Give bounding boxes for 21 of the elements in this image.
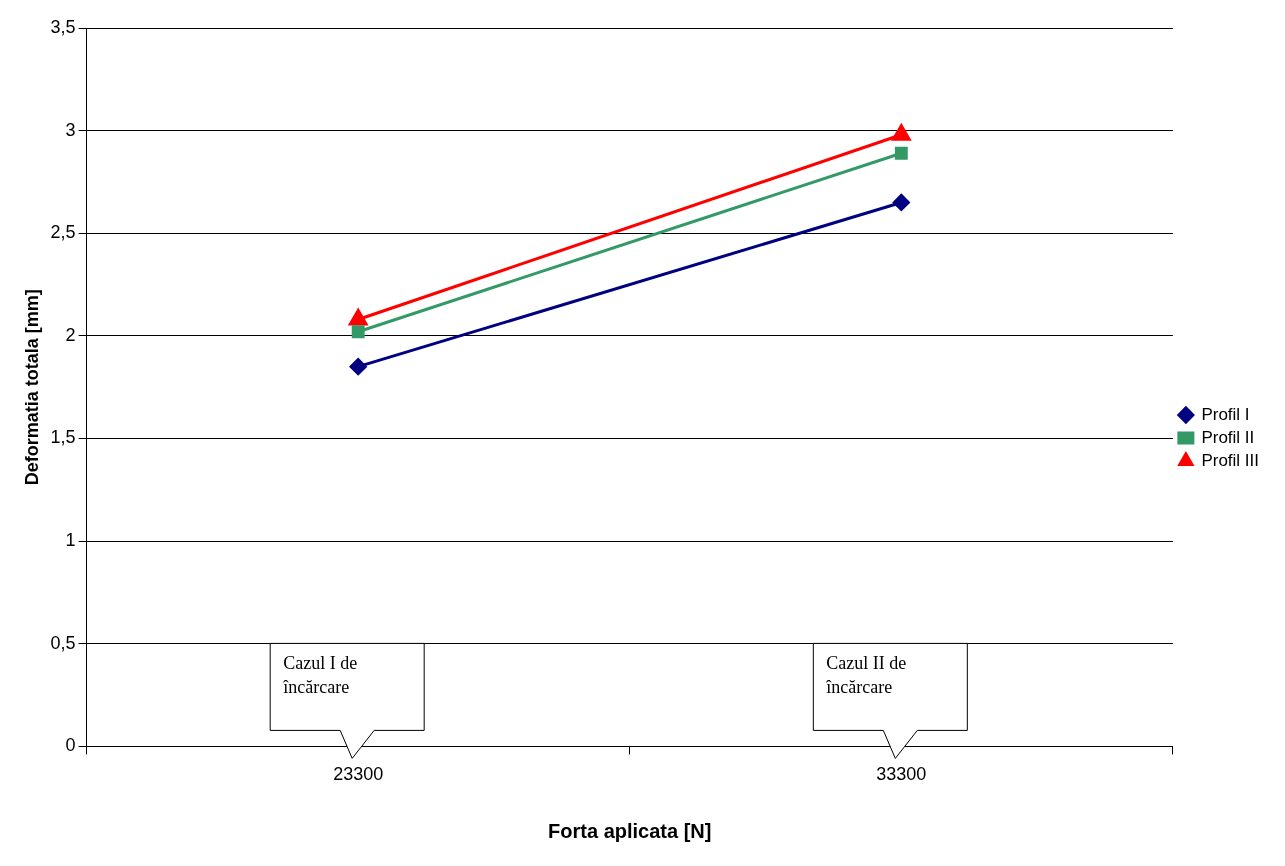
legend-label: Profil I bbox=[1201, 404, 1250, 424]
point bbox=[351, 325, 365, 339]
annotation: Cazul I de încărcare bbox=[282, 653, 358, 698]
y-tick-label: 1 bbox=[65, 530, 76, 551]
point bbox=[349, 358, 367, 376]
legend-label: Profil III bbox=[1201, 450, 1259, 470]
annotation: Cazul II de încărcare bbox=[825, 653, 907, 698]
y-axis-title: Deformatia totala [mm] bbox=[21, 289, 42, 486]
point bbox=[894, 146, 908, 160]
y-tick-label: 3,5 bbox=[50, 16, 76, 37]
y-tick-label: 2 bbox=[65, 324, 76, 345]
legend-label: Profil II bbox=[1201, 427, 1255, 447]
y-tick-label: 1,5 bbox=[50, 427, 76, 448]
x-tick-label: 33300 bbox=[876, 764, 927, 785]
y-tick-label: 0 bbox=[65, 735, 76, 756]
y-tick-label: 3 bbox=[65, 119, 76, 140]
y-tick-label: 0,5 bbox=[50, 632, 76, 653]
x-tick-label: 23300 bbox=[333, 764, 384, 785]
x-axis-title: Forta aplicata [N] bbox=[548, 819, 712, 842]
y-tick-label: 2,5 bbox=[50, 222, 76, 243]
point bbox=[892, 193, 910, 211]
